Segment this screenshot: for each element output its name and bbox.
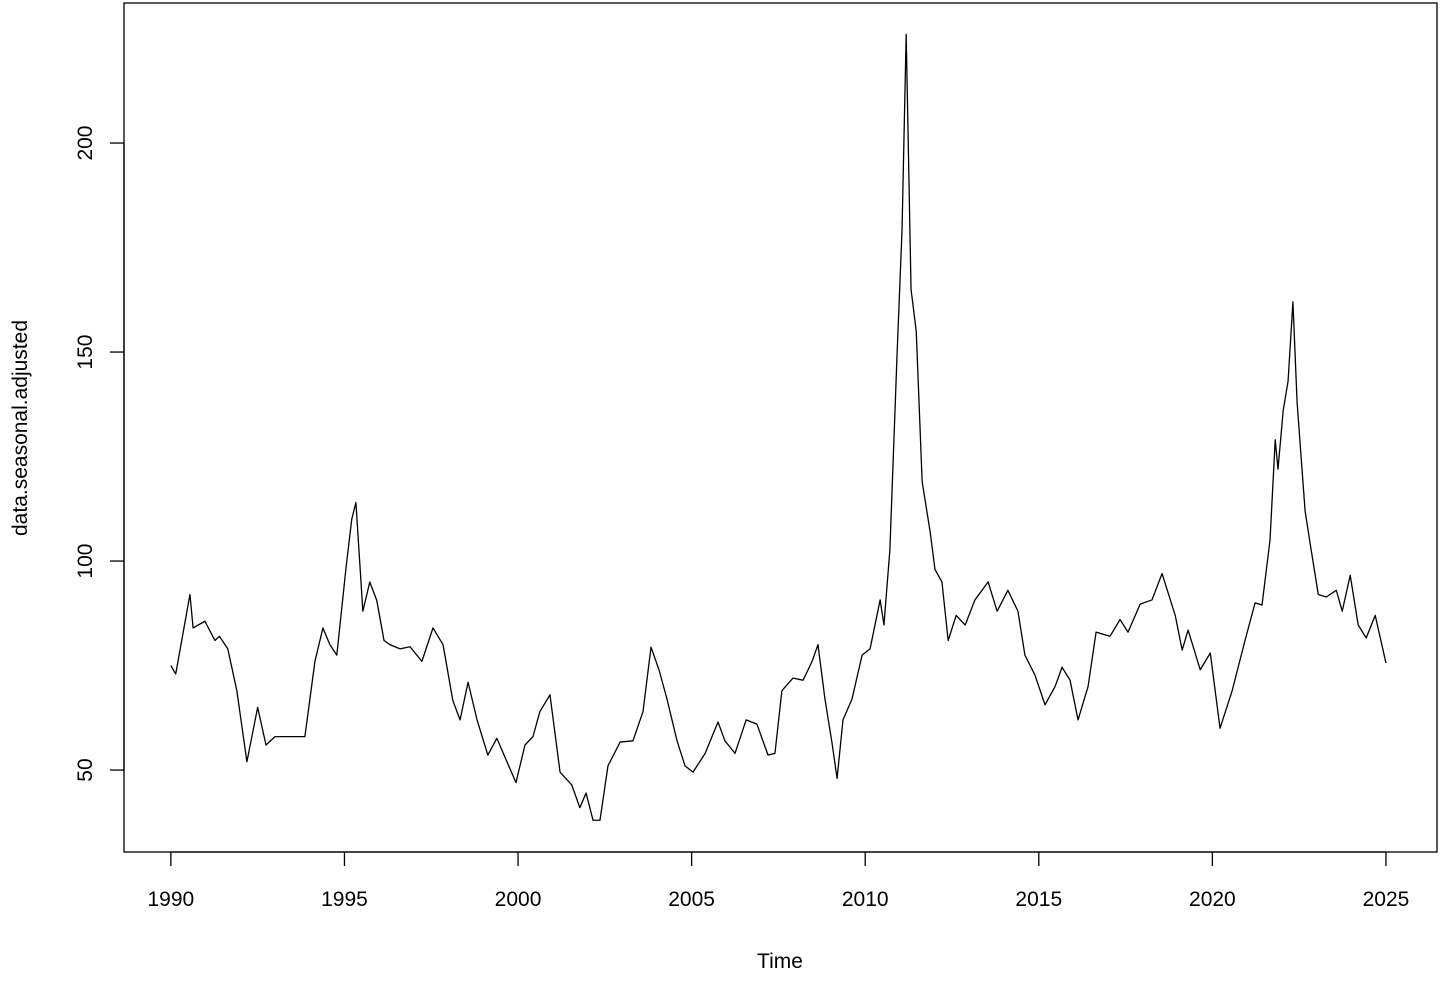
x-axis-label: Time [757, 950, 803, 973]
x-tick-label: 2005 [668, 888, 715, 911]
y-axis-label: data.seasonal.adjusted [9, 320, 32, 536]
x-tick-label: 2025 [1363, 888, 1410, 911]
plot-box [123, 2, 1438, 853]
x-tick-label: 2015 [1015, 888, 1062, 911]
y-tick-label: 100 [74, 544, 97, 579]
y-tick-label: 200 [74, 126, 97, 161]
x-tick-label: 2020 [1189, 888, 1236, 911]
y-tick-label: 50 [74, 758, 97, 781]
x-tick-label: 1995 [321, 888, 368, 911]
x-tick-label: 1990 [148, 888, 195, 911]
x-tick-label: 2010 [842, 888, 889, 911]
y-tick-label: 150 [74, 335, 97, 370]
x-tick-label: 2000 [495, 888, 542, 911]
data-line [170, 33, 1387, 821]
